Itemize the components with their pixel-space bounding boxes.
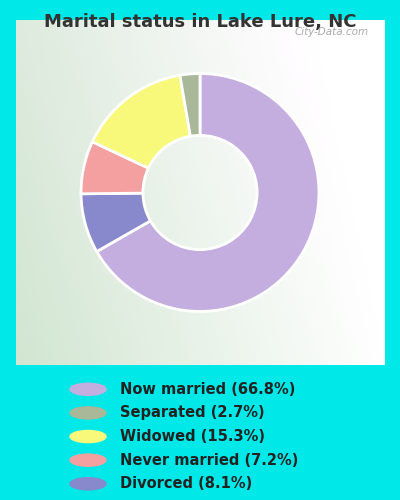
Wedge shape: [81, 193, 150, 252]
Text: Widowed (15.3%): Widowed (15.3%): [120, 429, 265, 444]
Text: Separated (2.7%): Separated (2.7%): [120, 406, 265, 420]
Circle shape: [70, 478, 106, 490]
Wedge shape: [92, 75, 190, 168]
Circle shape: [70, 430, 106, 442]
Wedge shape: [81, 142, 148, 194]
Text: Now married (66.8%): Now married (66.8%): [120, 382, 295, 397]
Text: Never married (7.2%): Never married (7.2%): [120, 452, 298, 468]
Text: Divorced (8.1%): Divorced (8.1%): [120, 476, 252, 492]
Text: Marital status in Lake Lure, NC: Marital status in Lake Lure, NC: [44, 12, 356, 30]
Circle shape: [70, 383, 106, 396]
Wedge shape: [97, 74, 319, 312]
Text: City-Data.com: City-Data.com: [295, 27, 369, 37]
Circle shape: [70, 407, 106, 419]
Wedge shape: [180, 74, 200, 136]
Circle shape: [70, 454, 106, 466]
